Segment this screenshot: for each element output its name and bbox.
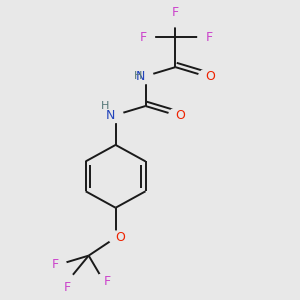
Circle shape (96, 274, 111, 289)
Text: O: O (176, 109, 185, 122)
Text: F: F (52, 258, 59, 271)
Text: N: N (106, 109, 116, 122)
Text: F: F (140, 31, 147, 44)
Text: O: O (116, 231, 125, 244)
Circle shape (168, 12, 183, 27)
Text: F: F (64, 281, 71, 294)
Circle shape (109, 231, 122, 244)
Text: F: F (172, 6, 179, 19)
Circle shape (60, 274, 75, 289)
Circle shape (169, 108, 182, 122)
Text: O: O (205, 70, 215, 83)
Circle shape (140, 30, 154, 45)
Text: H: H (134, 71, 142, 81)
Text: N: N (136, 70, 146, 83)
Circle shape (108, 107, 123, 122)
Text: F: F (205, 31, 212, 44)
Circle shape (199, 70, 212, 83)
Circle shape (128, 70, 140, 82)
Circle shape (138, 69, 153, 84)
Text: H: H (100, 101, 109, 111)
Text: F: F (103, 274, 111, 287)
Circle shape (95, 100, 106, 112)
Circle shape (51, 257, 66, 272)
Circle shape (198, 30, 213, 45)
